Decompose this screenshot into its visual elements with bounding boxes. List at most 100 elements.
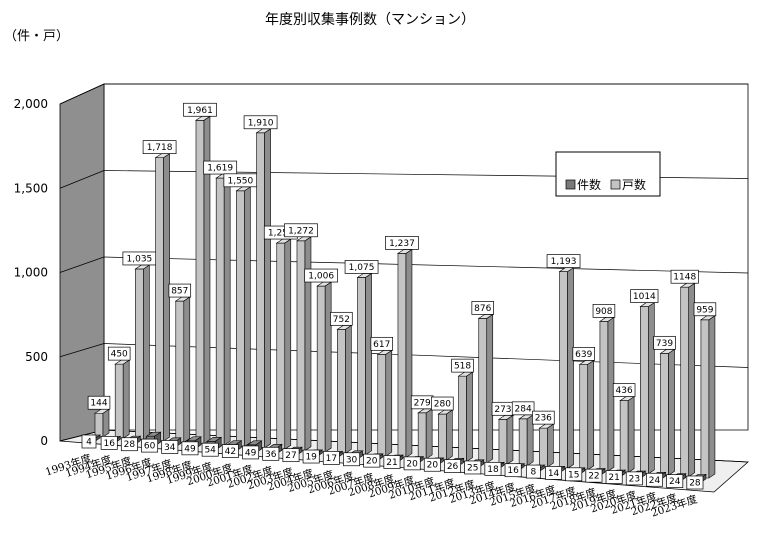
data-label-box — [304, 268, 339, 283]
bar-series-2 — [376, 349, 393, 457]
data-label-text: 23 — [629, 474, 640, 484]
data-label-text: 1,961 — [187, 106, 213, 116]
data-label: 49 — [242, 445, 260, 460]
data-label: 1,237 — [385, 236, 419, 250]
legend-label-series-1: 件数 — [577, 177, 601, 192]
data-label-text: 24 — [649, 476, 661, 486]
bar-series-2-side — [324, 281, 332, 453]
data-label: 23 — [625, 471, 643, 486]
data-label-box — [585, 468, 603, 483]
data-label-text: 1,550 — [227, 176, 253, 186]
data-label-text: 49 — [184, 444, 196, 454]
bar-series-1-top — [206, 436, 223, 442]
gridline-side — [59, 170, 105, 189]
y-tick-label: 1,500 — [14, 181, 48, 195]
data-label: 20 — [423, 457, 441, 472]
bar-series-2-front — [236, 190, 245, 447]
data-label-text: 14 — [548, 469, 560, 479]
data-label-box — [181, 441, 199, 456]
bar-series-2-front — [619, 400, 629, 473]
data-label-text: 236 — [535, 414, 552, 424]
data-label-box — [322, 451, 340, 465]
data-label-box — [81, 434, 97, 449]
data-label-text: 15 — [568, 470, 579, 480]
bar-series-2 — [356, 272, 373, 456]
data-label-box — [107, 346, 131, 361]
data-label-text: 1148 — [673, 273, 696, 283]
data-label-text: 857 — [171, 287, 188, 297]
data-label: 25 — [464, 460, 482, 475]
legend: 件数 戸数 — [555, 151, 661, 197]
y-tick-label: 1,000 — [14, 266, 48, 280]
data-label: 24 — [646, 472, 663, 487]
bar-series-2-side — [183, 296, 191, 444]
data-label: 18 — [484, 461, 502, 476]
data-label-text: 20 — [427, 461, 439, 471]
data-label: 26 — [444, 459, 462, 473]
bar-series-2 — [538, 423, 555, 468]
bar-series-2-side — [486, 313, 494, 464]
data-label: 54 — [201, 442, 219, 457]
data-label-text: 20 — [366, 457, 378, 467]
data-label-box — [693, 302, 717, 317]
legend-swatch-series-1 — [565, 179, 576, 190]
bar-series-2-side — [446, 409, 453, 461]
data-label: 8 — [525, 464, 541, 479]
bar-series-2-front — [114, 363, 124, 439]
bar-series-2 — [497, 414, 514, 465]
data-label-text: 28 — [124, 440, 136, 450]
bar-series-2 — [316, 281, 333, 453]
data-label: 518 — [451, 358, 474, 373]
bar-series-2-front — [640, 306, 649, 475]
data-label: 1,035 — [122, 251, 157, 266]
data-label-text: 24 — [669, 477, 681, 487]
data-label-text: 1,910 — [248, 118, 274, 128]
data-label-text: 617 — [373, 340, 390, 350]
data-label-text: 22 — [588, 472, 599, 482]
data-label: 42 — [221, 444, 239, 458]
data-label: 36 — [262, 446, 280, 461]
data-label-box — [344, 260, 379, 274]
bar-series-2-front — [478, 318, 488, 464]
data-label-text: 1,193 — [551, 257, 577, 267]
data-label: 22 — [585, 468, 603, 483]
data-label-text: 450 — [111, 350, 128, 360]
bar-series-2-side — [102, 408, 110, 438]
data-label: 16 — [100, 436, 118, 450]
data-label-text: 20 — [406, 459, 418, 469]
data-label-text: 1014 — [633, 292, 656, 302]
data-label: 959 — [693, 302, 717, 317]
bar-series-2-front — [94, 412, 104, 438]
data-label: 236 — [532, 410, 555, 425]
data-label-box — [630, 289, 659, 303]
data-label-text: 60 — [144, 442, 156, 452]
data-label-box — [120, 437, 138, 452]
bar-series-2 — [558, 267, 575, 469]
bar-series-2-front — [579, 364, 589, 471]
bar-series-2-front — [559, 271, 568, 469]
data-label-box — [363, 453, 381, 468]
y-tick-label: 2,000 — [14, 97, 48, 111]
bar-series-2-front — [539, 427, 548, 468]
data-label-text: 42 — [225, 447, 236, 457]
data-label-box — [370, 336, 394, 351]
data-label-text: 279 — [414, 398, 431, 408]
data-label-box — [592, 303, 616, 318]
data-label-box — [142, 140, 177, 154]
bar-series-2-side — [143, 264, 150, 441]
data-label-box — [625, 471, 643, 486]
data-label-text: 21 — [608, 473, 619, 483]
bar-series-2-side — [405, 248, 413, 459]
data-label-box — [403, 456, 421, 471]
data-label-text: 1,250 — [268, 229, 294, 239]
legend-swatch-series-2 — [610, 179, 621, 190]
bar-series-2-front — [296, 240, 306, 451]
data-label: 28 — [120, 437, 138, 452]
data-label-box — [343, 452, 361, 467]
gridline-side — [59, 83, 105, 105]
data-label-box — [383, 455, 401, 469]
bar-series-2-front — [337, 329, 346, 454]
bar-series-2-front — [256, 132, 265, 449]
bar-series-2-front — [397, 253, 407, 458]
bar-series-2 — [437, 409, 454, 461]
